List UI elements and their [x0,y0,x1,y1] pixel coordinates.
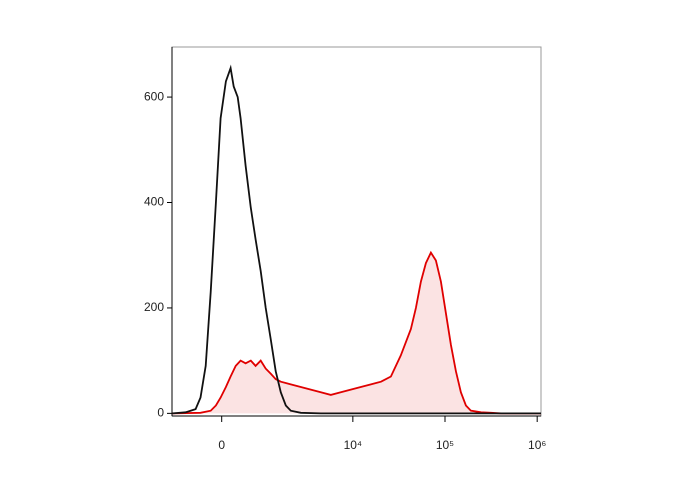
x-tick-label: 10⁵ [436,438,454,452]
x-tick-label: 10⁴ [344,438,363,452]
plot-frame [171,46,542,417]
y-tick-label: 600 [144,89,164,103]
histogram-line [172,64,541,415]
area [172,252,541,414]
histogram-line [172,250,541,415]
x-tick-label: 0 [218,438,225,452]
marks [172,64,541,415]
y-tick-label: 400 [144,195,164,209]
y-tick-label: 0 [157,406,164,420]
y-tick-label: 200 [144,300,164,314]
x-tick-label: 10⁶ [528,438,546,452]
